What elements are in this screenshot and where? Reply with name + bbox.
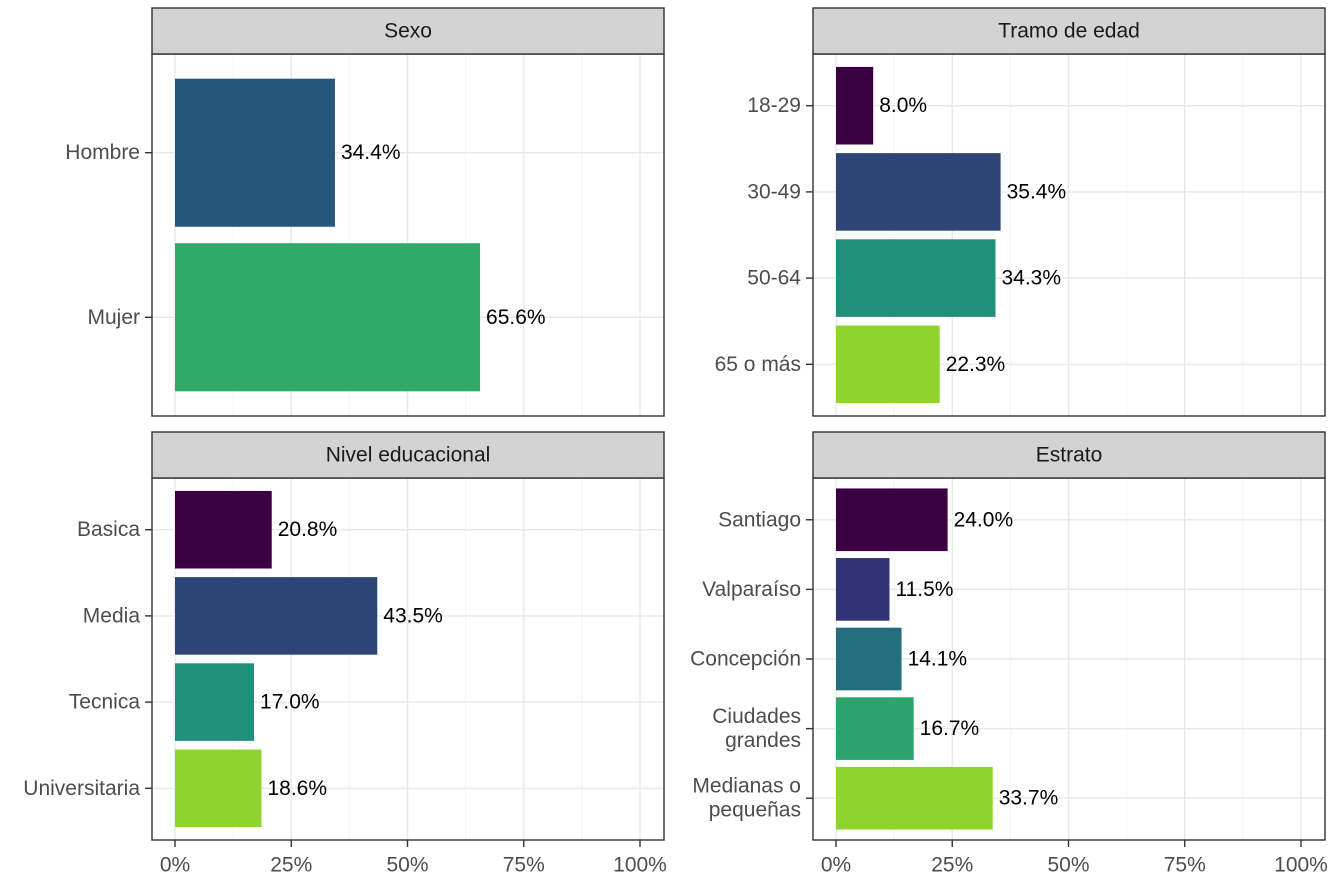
facet-panel-2: 20.8% Basica 43.5% Media 17.0% Tecnica 18.6% Un… <box>23 431 667 877</box>
x-tick-label: 75% <box>1164 854 1206 877</box>
bar <box>836 558 890 621</box>
category-label: Santiago <box>718 508 801 531</box>
category-label: Ciudades grandes <box>712 705 801 752</box>
bar-value-label: 43.5% <box>383 604 443 627</box>
x-tick-label: 100% <box>613 854 667 877</box>
bar-value-label: 24.0% <box>954 508 1014 531</box>
bar-value-label: 16.7% <box>920 717 980 740</box>
facet-panel-0: 34.4% Hombre 65.6% Mujer Sexo <box>65 7 665 417</box>
x-tick-label: 25% <box>931 854 973 877</box>
category-label: Media <box>83 604 141 627</box>
facet-title: Tramo de edad <box>998 20 1140 43</box>
bar-value-label: 14.1% <box>908 648 968 671</box>
category-label: 30-49 <box>747 180 801 203</box>
bar <box>175 78 335 227</box>
facet-panel-1: 8.0% 18-29 35.4% 30-49 34.3% 50-64 22.3% 65 o m… <box>715 7 1326 417</box>
bar-value-label: 34.4% <box>341 141 401 164</box>
category-label: 50-64 <box>747 267 801 290</box>
bar-value-label: 65.6% <box>486 306 546 329</box>
x-tick-label: 100% <box>1274 854 1328 877</box>
bar <box>175 663 255 741</box>
facet-strip <box>812 7 1326 55</box>
category-label: Universitaria <box>23 777 140 800</box>
facet-title: Nivel educacional <box>326 444 491 467</box>
x-tick-label: 0% <box>160 854 190 877</box>
facet-strip <box>812 431 1326 479</box>
category-label: Valparaíso <box>702 578 801 601</box>
bar-value-label: 18.6% <box>267 777 327 800</box>
x-tick-label: 0% <box>821 854 851 877</box>
facet-panel-3: 24.0% Santiago 11.5% Valparaíso 14.1% Concepc… <box>690 431 1328 877</box>
bar <box>175 749 262 828</box>
x-tick-label: 75% <box>503 854 545 877</box>
bar <box>836 153 1001 231</box>
category-label: Medianas o pequeñas <box>692 775 801 822</box>
bar <box>836 488 948 552</box>
bar-value-label: 35.4% <box>1007 180 1067 203</box>
facet-strip <box>151 7 665 55</box>
category-label: Hombre <box>65 141 140 164</box>
bar <box>836 325 940 404</box>
bar <box>836 239 996 317</box>
bar-value-label: 8.0% <box>879 94 927 117</box>
category-label: Basica <box>77 518 140 541</box>
bar <box>175 243 481 392</box>
bar-value-label: 17.0% <box>260 691 320 714</box>
bar <box>836 766 993 830</box>
bar-value-label: 22.3% <box>946 353 1006 376</box>
x-tick-label: 50% <box>386 854 428 877</box>
category-label: 18-29 <box>747 94 801 117</box>
bar-value-label: 33.7% <box>999 787 1059 810</box>
facet-strip <box>151 431 665 479</box>
bar-value-label: 11.5% <box>895 578 953 601</box>
bar <box>175 490 272 569</box>
facet-title: Sexo <box>384 20 432 43</box>
bar <box>836 627 902 691</box>
facet-title: Estrato <box>1036 444 1103 467</box>
category-label: Tecnica <box>69 691 141 714</box>
x-tick-label: 25% <box>270 854 312 877</box>
category-label: Mujer <box>87 306 140 329</box>
bar <box>836 66 874 145</box>
x-tick-label: 50% <box>1047 854 1089 877</box>
bar <box>175 577 378 655</box>
category-label: 65 o más <box>715 353 801 376</box>
bar-value-label: 20.8% <box>278 518 338 541</box>
bar <box>836 697 914 760</box>
category-label: Concepción <box>690 648 801 671</box>
bar-value-label: 34.3% <box>1001 267 1061 290</box>
